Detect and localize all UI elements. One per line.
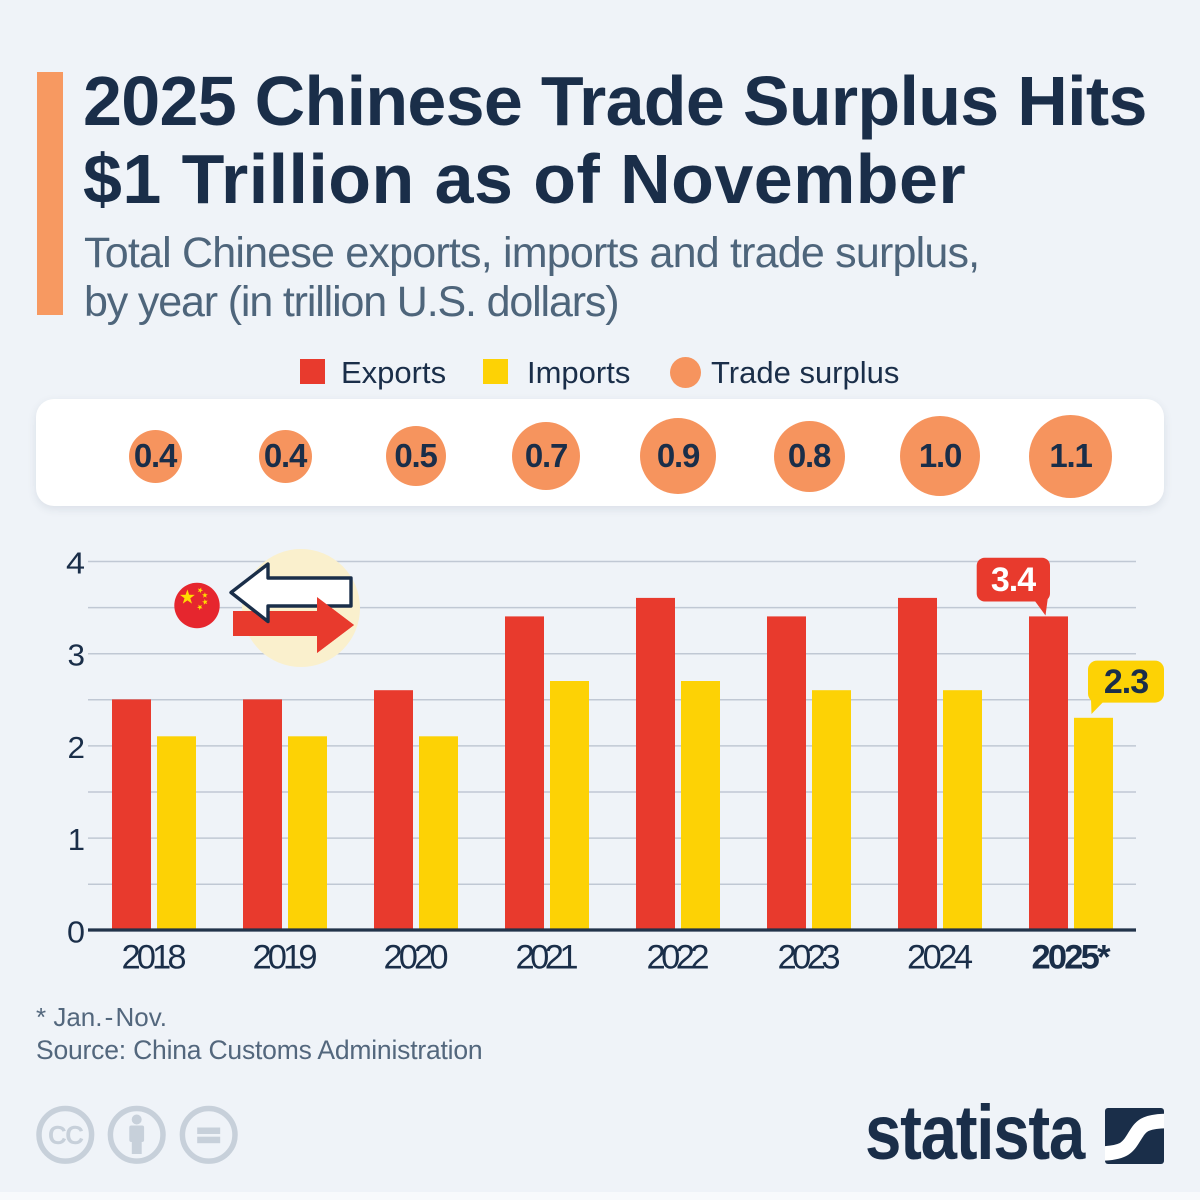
svg-text:2.3: 2.3: [1104, 663, 1148, 701]
svg-text:3: 3: [68, 638, 86, 673]
svg-text:3.4: 3.4: [991, 561, 1036, 599]
svg-text:4: 4: [66, 546, 85, 581]
svg-text:1: 1: [68, 822, 85, 857]
svg-text:2025*: 2025*: [1032, 939, 1112, 977]
svg-text:2019: 2019: [253, 939, 318, 977]
svg-text:2018: 2018: [122, 939, 187, 977]
svg-text:0: 0: [67, 915, 85, 950]
svg-text:2023: 2023: [778, 939, 841, 977]
svg-text:2024: 2024: [907, 939, 973, 977]
svg-text:2022: 2022: [647, 939, 710, 977]
svg-text:2021: 2021: [516, 939, 579, 977]
svg-text:2020: 2020: [384, 939, 449, 977]
svg-text:2: 2: [68, 730, 86, 765]
svg-text:CC: CC: [48, 1120, 84, 1150]
